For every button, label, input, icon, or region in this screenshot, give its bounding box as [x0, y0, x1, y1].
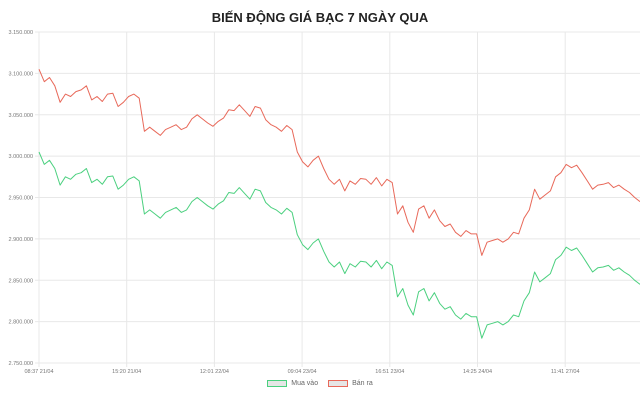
buy-swatch-icon — [267, 380, 288, 387]
y-tick-label: 3.150.000 — [9, 30, 33, 36]
chart-series — [38, 69, 640, 339]
legend-item-sell[interactable]: Bán ra — [328, 380, 373, 387]
sell-swatch-icon — [328, 380, 349, 387]
y-tick-label: 2.850.000 — [9, 278, 33, 284]
x-tick-label: 09:04 23/04 — [288, 369, 317, 375]
x-tick-label: 14:25 24/04 — [463, 369, 492, 375]
legend-label-buy: Mua vào — [291, 380, 319, 387]
x-tick-label: 11:41 27/04 — [551, 369, 580, 375]
x-tick-label: 12:01 22/04 — [200, 369, 229, 375]
x-tick-label: 15:20 21/04 — [112, 369, 141, 375]
chart-title: BIẾN ĐỘNG GIÁ BẠC 7 NGÀY QUA — [211, 10, 429, 25]
legend-item-buy[interactable]: Mua vào — [267, 380, 318, 387]
series-line — [38, 69, 640, 256]
y-tick-label: 3.100.000 — [9, 71, 33, 77]
y-tick-label: 2.750.000 — [9, 361, 33, 367]
y-tick-label: 2.800.000 — [9, 320, 33, 326]
series-line — [38, 151, 640, 339]
y-tick-label: 2.950.000 — [9, 196, 33, 202]
x-tick-label: 08:37 21/04 — [24, 369, 53, 375]
y-tick-label: 3.050.000 — [9, 113, 33, 119]
y-axis-ticks: 3.150.000 3.100.000 3.050.000 3.000.000 2.95… — [9, 30, 33, 367]
x-tick-label: 16:51 23/04 — [375, 369, 404, 375]
chart-grid — [35, 31, 640, 367]
chart-legend: Mua vào Bán ra — [0, 380, 640, 387]
legend-label-sell: Bán ra — [352, 380, 373, 387]
x-axis-ticks: 08:37 21/04 15:20 21/04 12:01 22/04 09:04 2… — [24, 369, 579, 375]
y-tick-label: 2.900.000 — [9, 237, 33, 243]
y-tick-label: 3.000.000 — [9, 154, 33, 160]
